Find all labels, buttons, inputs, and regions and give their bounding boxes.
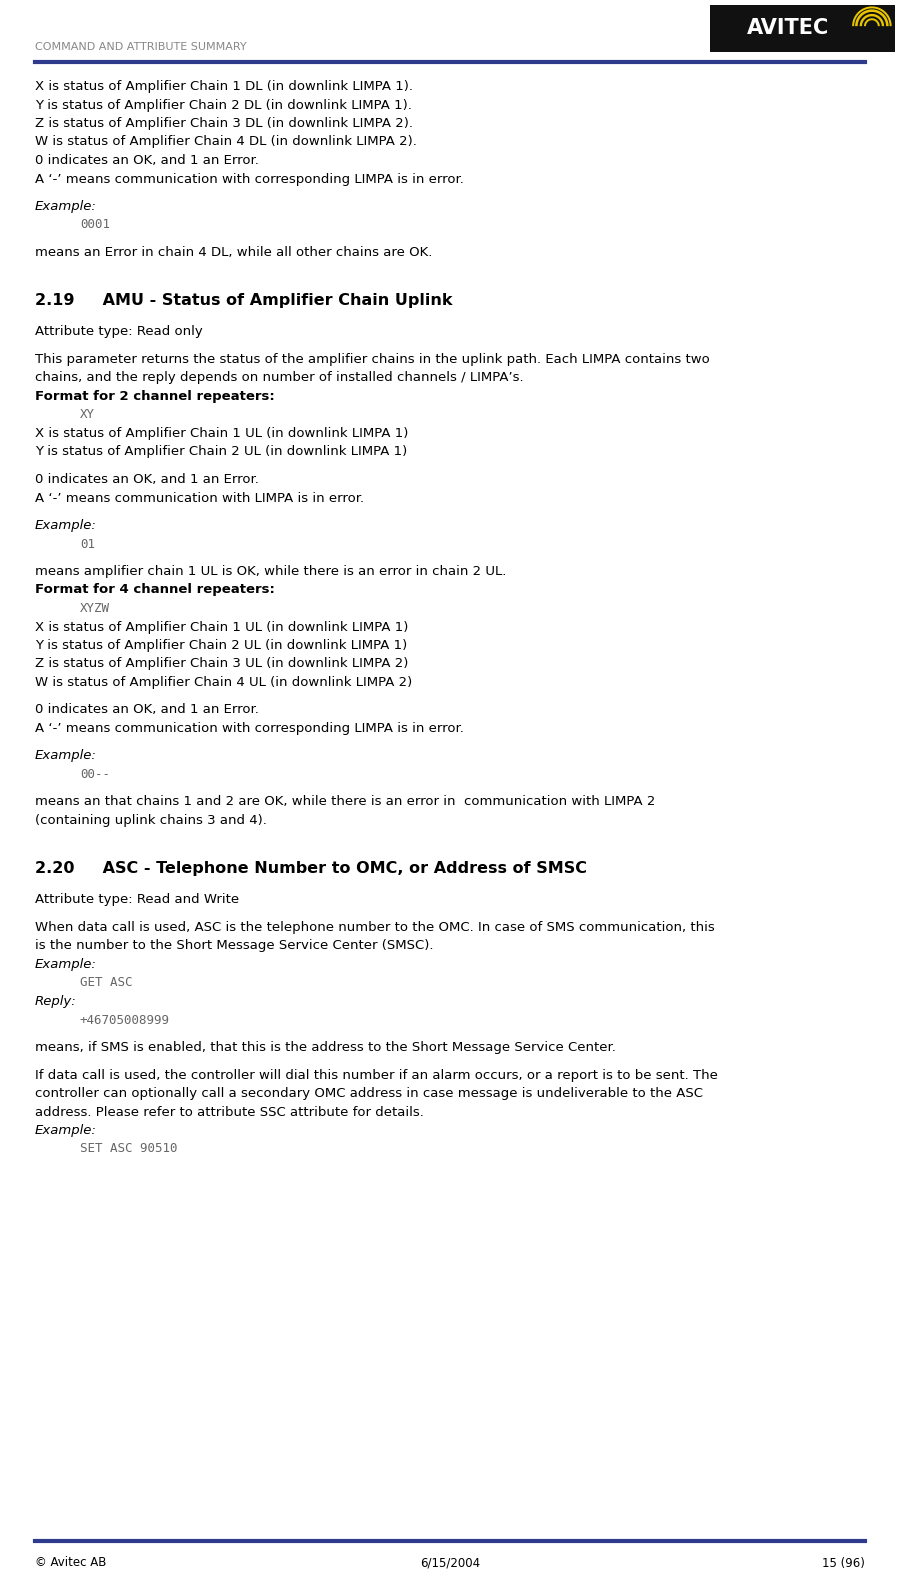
- Text: Example:: Example:: [35, 519, 97, 532]
- Text: Y is status of Amplifier Chain 2 UL (in downlink LIMPA 1): Y is status of Amplifier Chain 2 UL (in …: [35, 446, 407, 459]
- Text: Example:: Example:: [35, 201, 97, 213]
- Text: 0 indicates an OK, and 1 an Error.: 0 indicates an OK, and 1 an Error.: [35, 155, 259, 167]
- Text: Attribute type: Read only: Attribute type: Read only: [35, 325, 202, 338]
- Text: means amplifier chain 1 UL is OK, while there is an error in chain 2 UL.: means amplifier chain 1 UL is OK, while …: [35, 566, 507, 578]
- Text: W is status of Amplifier Chain 4 UL (in downlink LIMPA 2): W is status of Amplifier Chain 4 UL (in …: [35, 675, 412, 690]
- Text: X is status of Amplifier Chain 1 UL (in downlink LIMPA 1): X is status of Amplifier Chain 1 UL (in …: [35, 621, 409, 634]
- Text: Example:: Example:: [35, 749, 97, 763]
- Text: 0 indicates an OK, and 1 an Error.: 0 indicates an OK, and 1 an Error.: [35, 473, 259, 486]
- Text: When data call is used, ASC is the telephone number to the OMC. In case of SMS c: When data call is used, ASC is the telep…: [35, 921, 715, 933]
- Text: XYZW: XYZW: [80, 602, 110, 615]
- Text: Example:: Example:: [35, 957, 97, 972]
- Text: If data call is used, the controller will dial this number if an alarm occurs, o: If data call is used, the controller wil…: [35, 1069, 718, 1082]
- Polygon shape: [864, 18, 880, 25]
- Text: chains, and the reply depends on number of installed channels / LIMPA’s.: chains, and the reply depends on number …: [35, 371, 524, 384]
- Text: Y is status of Amplifier Chain 2 DL (in downlink LIMPA 1).: Y is status of Amplifier Chain 2 DL (in …: [35, 99, 412, 112]
- Text: Format for 4 channel repeaters:: Format for 4 channel repeaters:: [35, 583, 274, 596]
- Text: +46705008999: +46705008999: [80, 1013, 170, 1026]
- Text: W is status of Amplifier Chain 4 DL (in downlink LIMPA 2).: W is status of Amplifier Chain 4 DL (in …: [35, 135, 417, 148]
- Text: Reply:: Reply:: [35, 996, 76, 1008]
- Text: GET ASC: GET ASC: [80, 977, 132, 989]
- Text: 2.19     AMU - Status of Amplifier Chain Uplink: 2.19 AMU - Status of Amplifier Chain Upl…: [35, 293, 453, 307]
- Polygon shape: [860, 14, 884, 25]
- Text: Example:: Example:: [35, 1125, 97, 1137]
- Text: Attribute type: Read and Write: Attribute type: Read and Write: [35, 894, 239, 906]
- Text: 6/15/2004: 6/15/2004: [420, 1556, 480, 1569]
- Text: SET ASC 90510: SET ASC 90510: [80, 1142, 177, 1155]
- Text: Z is status of Amplifier Chain 3 UL (in downlink LIMPA 2): Z is status of Amplifier Chain 3 UL (in …: [35, 658, 409, 671]
- Text: 15 (96): 15 (96): [822, 1556, 865, 1569]
- Text: A ‘-’ means communication with corresponding LIMPA is in error.: A ‘-’ means communication with correspon…: [35, 722, 464, 734]
- Text: A ‘-’ means communication with LIMPA is in error.: A ‘-’ means communication with LIMPA is …: [35, 492, 365, 505]
- Text: 0 indicates an OK, and 1 an Error.: 0 indicates an OK, and 1 an Error.: [35, 704, 259, 717]
- Text: A ‘-’ means communication with corresponding LIMPA is in error.: A ‘-’ means communication with correspon…: [35, 172, 464, 185]
- Polygon shape: [855, 10, 888, 25]
- Text: controller can optionally call a secondary OMC address in case message is undeli: controller can optionally call a seconda…: [35, 1086, 703, 1101]
- Bar: [710, 5, 895, 53]
- Text: means an that chains 1 and 2 are OK, while there is an error in  communication w: means an that chains 1 and 2 are OK, whi…: [35, 795, 655, 809]
- Polygon shape: [852, 6, 892, 25]
- Text: 2.20     ASC - Telephone Number to OMC, or Address of SMSC: 2.20 ASC - Telephone Number to OMC, or A…: [35, 860, 587, 876]
- Text: Format for 2 channel repeaters:: Format for 2 channel repeaters:: [35, 390, 274, 403]
- Text: AVITEC: AVITEC: [747, 19, 829, 38]
- Text: X is status of Amplifier Chain 1 UL (in downlink LIMPA 1): X is status of Amplifier Chain 1 UL (in …: [35, 427, 409, 440]
- Text: is the number to the Short Message Service Center (SMSC).: is the number to the Short Message Servi…: [35, 940, 434, 953]
- Text: (containing uplink chains 3 and 4).: (containing uplink chains 3 and 4).: [35, 814, 267, 827]
- Text: Y is status of Amplifier Chain 2 UL (in downlink LIMPA 1): Y is status of Amplifier Chain 2 UL (in …: [35, 639, 407, 652]
- Text: This parameter returns the status of the amplifier chains in the uplink path. Ea: This parameter returns the status of the…: [35, 354, 710, 366]
- Text: X is status of Amplifier Chain 1 DL (in downlink LIMPA 1).: X is status of Amplifier Chain 1 DL (in …: [35, 80, 413, 92]
- Text: means an Error in chain 4 DL, while all other chains are OK.: means an Error in chain 4 DL, while all …: [35, 245, 432, 260]
- Text: 00--: 00--: [80, 768, 110, 781]
- Text: XY: XY: [80, 408, 95, 422]
- Text: Z is status of Amplifier Chain 3 DL (in downlink LIMPA 2).: Z is status of Amplifier Chain 3 DL (in …: [35, 116, 413, 131]
- Text: 01: 01: [80, 537, 95, 551]
- Text: means, if SMS is enabled, that this is the address to the Short Message Service : means, if SMS is enabled, that this is t…: [35, 1040, 616, 1055]
- Text: address. Please refer to attribute SSC attribute for details.: address. Please refer to attribute SSC a…: [35, 1106, 424, 1118]
- Text: 0001: 0001: [80, 218, 110, 231]
- Text: © Avitec AB: © Avitec AB: [35, 1556, 106, 1569]
- Text: COMMAND AND ATTRIBUTE SUMMARY: COMMAND AND ATTRIBUTE SUMMARY: [35, 41, 247, 53]
